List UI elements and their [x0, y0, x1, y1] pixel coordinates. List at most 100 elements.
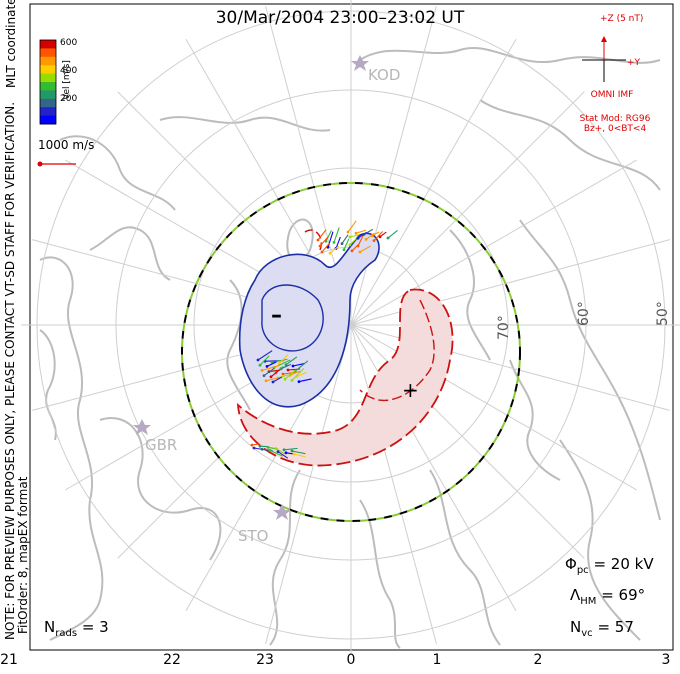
hm-boundary-a — [181, 182, 521, 522]
station-marker-sto — [273, 504, 291, 520]
positive-cell-marker: + — [402, 378, 419, 402]
imf-source-label: OMNI IMF — [590, 90, 634, 100]
colorbar-segment — [40, 107, 56, 117]
colorbar-segment — [40, 65, 56, 75]
imf-z-label: +Z (5 nT) — [600, 14, 644, 24]
colorbar-segment — [40, 56, 56, 66]
stat-n-vc-value: = 57 — [597, 618, 634, 636]
colorbar-tick-600: 600 — [60, 38, 78, 48]
mlt-tick-22: 22 — [163, 652, 181, 668]
stat-n-vc-sub: vc — [581, 628, 593, 639]
mlt-tick-0: 0 — [346, 652, 356, 668]
velocity-colorbar — [39, 39, 57, 125]
stat-n-rads-value: = 3 — [81, 618, 109, 636]
mlt-meridians — [21, 0, 680, 655]
negative-cell-outer — [238, 232, 380, 408]
velocity-vector — [329, 245, 340, 254]
velocity-vector — [278, 354, 289, 364]
stat-lambda-hm-sub: HM — [580, 596, 597, 607]
mlt-tick-2: 2 — [533, 652, 543, 668]
velocity-vector — [343, 238, 350, 250]
velocity-vector — [261, 365, 280, 371]
reference-vector-label: 1000 m/s — [38, 138, 95, 152]
negative-cell-marker: – — [271, 303, 282, 328]
velocity-vector — [321, 243, 330, 253]
velocity-vector — [283, 447, 298, 451]
velocity-vector — [285, 452, 294, 455]
velocity-vector — [325, 230, 332, 242]
velocity-vector — [357, 231, 367, 239]
colorbar-segment — [40, 40, 56, 49]
preview-note: NOTE: FOR PREVIEW PURPOSES ONLY, PLEASE … — [3, 0, 30, 640]
positive-cell-inner — [359, 299, 435, 401]
velocity-vector — [379, 231, 387, 238]
station-marker-gbr — [133, 419, 151, 435]
velocity-vector — [285, 356, 298, 366]
colorbar-tick-200: 200 — [60, 94, 78, 104]
velocity-vector — [292, 362, 306, 367]
latitude-label-70: 70° — [496, 315, 512, 340]
velocity-vector — [269, 449, 283, 457]
hm-boundary-b — [181, 182, 521, 522]
velocity-vector — [289, 370, 300, 376]
stat-n-rads: Nrads = 3 — [44, 618, 109, 639]
fit-order-note: FitOrder: 8, mapEX format — [16, 476, 30, 634]
velocity-vector — [373, 231, 384, 241]
page-title: 30/Mar/2004 23:00–23:02 UT — [215, 8, 465, 28]
velocity-vector — [277, 451, 289, 459]
velocity-vector — [263, 367, 275, 377]
velocity-vector — [349, 234, 360, 238]
velocity-vector — [347, 220, 357, 233]
stat-n-rads-sub: rads — [55, 628, 78, 639]
coastlines — [39, 47, 661, 649]
colorbar-segment — [40, 90, 56, 100]
velocity-vector — [272, 376, 283, 383]
stat-n-rads-symbol: N — [44, 618, 56, 636]
colorbar-tick-400: 400 — [60, 66, 78, 76]
imf-y-label: +Y — [627, 58, 641, 68]
colorbar-border — [39, 39, 57, 125]
stat-model-line1: Stat Mod: RG96 — [579, 114, 651, 124]
colorbar-segment — [40, 115, 56, 125]
velocity-vector — [294, 360, 309, 372]
imf-dial — [582, 36, 626, 82]
velocity-vector — [251, 443, 260, 446]
mlt-tick-21: 21 — [0, 652, 18, 668]
velocity-vector — [284, 369, 297, 380]
velocity-vector — [335, 236, 341, 249]
velocity-vector — [387, 230, 398, 239]
velocity-vector — [365, 232, 375, 240]
stat-phi-pc: Φpc = 20 kV — [565, 555, 654, 576]
velocity-vector — [259, 355, 270, 366]
positive-cell-outer — [236, 288, 454, 467]
mlt-coordinates-label: MLT coordinates — [4, 0, 18, 88]
velocity-vector — [293, 453, 306, 458]
velocity-vectors — [250, 220, 398, 459]
colorbar-segment — [40, 82, 56, 91]
stat-lambda-hm-value: = 69° — [601, 586, 646, 604]
meridian-line — [32, 239, 670, 411]
mlt-tick-1: 1 — [432, 652, 442, 668]
latitude-label-50: 50° — [655, 301, 671, 326]
stat-phi-pc-sub: pc — [576, 565, 589, 576]
imf-vector-arrowhead — [601, 36, 607, 42]
velocity-vector — [351, 242, 361, 252]
station-label-kod: KOD — [368, 66, 401, 84]
stat-phi-pc-symbol: Φ — [565, 555, 577, 573]
velocity-vector — [257, 350, 273, 361]
latitude-label-60: 60° — [576, 301, 592, 326]
colorbar-segment — [40, 73, 56, 83]
mlt-tick-23: 23 — [256, 652, 274, 668]
velocity-vector — [341, 234, 349, 244]
stat-phi-pc-value: = 20 kV — [593, 555, 654, 573]
negative-cell-inner — [261, 284, 324, 352]
colorbar-segment — [40, 98, 56, 108]
velocity-vector — [270, 369, 280, 378]
velocity-vector — [359, 245, 371, 253]
colorbar-segment — [40, 48, 56, 58]
velocity-vector — [275, 448, 286, 455]
reference-vector — [37, 161, 76, 167]
velocity-vector — [333, 227, 340, 243]
stat-model-line2: Bz+, 0<BT<4 — [583, 124, 647, 134]
